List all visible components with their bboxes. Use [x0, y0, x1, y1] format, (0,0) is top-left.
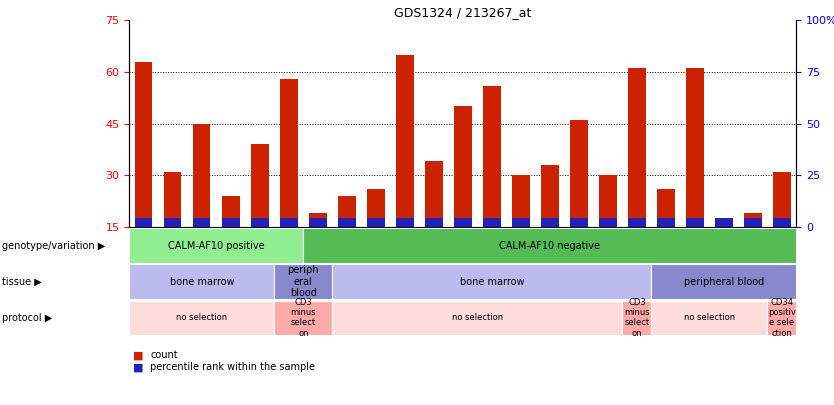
Text: CD34
positiv
e sele
ction: CD34 positiv e sele ction [768, 298, 796, 338]
Bar [396, 218, 414, 227]
Bar [686, 218, 704, 227]
Bar [164, 218, 182, 227]
Text: ■: ■ [133, 362, 144, 372]
Bar [773, 218, 791, 227]
Text: periph
eral
blood: periph eral blood [288, 265, 319, 298]
Bar [222, 196, 239, 227]
Bar [135, 218, 153, 227]
Bar [744, 213, 761, 227]
Bar [164, 172, 182, 227]
Bar [773, 172, 791, 227]
Bar [425, 161, 443, 227]
Bar [193, 124, 210, 227]
Text: ■: ■ [133, 350, 144, 360]
Text: CALM-AF10 negative: CALM-AF10 negative [500, 241, 600, 251]
Bar [716, 220, 732, 227]
Bar [512, 218, 530, 227]
Bar [744, 218, 761, 227]
Text: no selection: no selection [684, 313, 735, 322]
Text: bone marrow: bone marrow [169, 277, 234, 287]
Text: percentile rank within the sample: percentile rank within the sample [150, 362, 315, 372]
Bar [222, 218, 239, 227]
Bar [541, 165, 559, 227]
Bar [135, 62, 153, 227]
Text: tissue ▶: tissue ▶ [2, 277, 42, 287]
Bar [657, 189, 675, 227]
Title: GDS1324 / 213267_at: GDS1324 / 213267_at [394, 6, 531, 19]
Text: peripheral blood: peripheral blood [684, 277, 764, 287]
Bar [599, 175, 616, 227]
Bar [541, 218, 559, 227]
Text: CALM-AF10 positive: CALM-AF10 positive [168, 241, 264, 251]
Bar [570, 218, 588, 227]
Bar [628, 218, 646, 227]
Text: bone marrow: bone marrow [460, 277, 524, 287]
Bar [367, 218, 384, 227]
Text: no selection: no selection [176, 313, 228, 322]
Bar [338, 196, 355, 227]
Text: count: count [150, 350, 178, 360]
Bar [338, 218, 355, 227]
Bar [599, 218, 616, 227]
Text: CD3
minus
select
on: CD3 minus select on [290, 298, 316, 338]
Bar [396, 55, 414, 227]
Bar [570, 120, 588, 227]
Text: CD3
minus
select
on: CD3 minus select on [624, 298, 650, 338]
Bar [280, 218, 298, 227]
Bar [309, 213, 327, 227]
Text: genotype/variation ▶: genotype/variation ▶ [2, 241, 105, 251]
Bar [280, 79, 298, 227]
Bar [309, 218, 327, 227]
Bar [425, 218, 443, 227]
Bar [628, 68, 646, 227]
Bar [716, 218, 732, 227]
Bar [251, 144, 269, 227]
Bar [251, 218, 269, 227]
Bar [657, 218, 675, 227]
Text: no selection: no selection [452, 313, 503, 322]
Bar [367, 189, 384, 227]
Bar [483, 86, 500, 227]
Bar [455, 107, 471, 227]
Bar [193, 218, 210, 227]
Bar [455, 218, 471, 227]
Bar [686, 68, 704, 227]
Text: protocol ▶: protocol ▶ [2, 313, 52, 323]
Bar [512, 175, 530, 227]
Bar [483, 218, 500, 227]
